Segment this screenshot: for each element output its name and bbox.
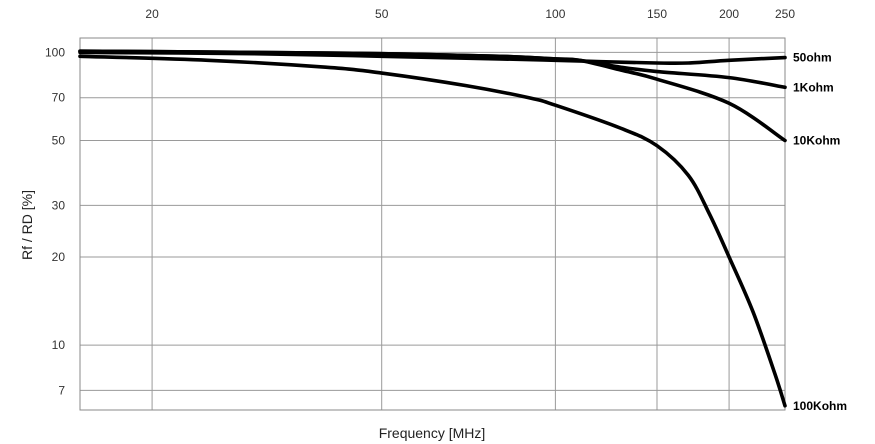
y-tick-label: 7 xyxy=(58,383,65,397)
series-label-10kohm: 10Kohm xyxy=(793,134,840,148)
series-lines xyxy=(78,49,787,408)
x-tick-label: 50 xyxy=(375,7,389,21)
y-axis-title: Rf / RD [%] xyxy=(19,190,35,260)
series-line-10kohm xyxy=(78,49,787,143)
grid xyxy=(80,38,786,410)
y-tick-labels: 7 10 20 30 50 70 100 xyxy=(45,45,65,397)
series-labels: 50ohm 1Kohm 10Kohm 100Kohm xyxy=(793,51,847,413)
series-label-100kohm: 100Kohm xyxy=(793,399,847,413)
x-tick-label: 150 xyxy=(647,7,667,21)
x-tick-labels: 20 50 100 150 200 250 xyxy=(145,7,795,21)
x-axis-title: Frequency [MHz] xyxy=(379,425,486,441)
y-tick-label: 10 xyxy=(52,338,66,352)
y-tick-label: 20 xyxy=(52,250,66,264)
series-line-100kohm xyxy=(78,54,787,408)
x-tick-label: 200 xyxy=(719,7,739,21)
y-tick-label: 70 xyxy=(52,91,66,105)
x-tick-label: 250 xyxy=(775,7,795,21)
y-tick-label: 100 xyxy=(45,45,65,59)
y-tick-label: 30 xyxy=(52,198,66,212)
series-label-1kohm: 1Kohm xyxy=(793,80,834,94)
plot-frame xyxy=(79,37,786,411)
x-tick-label: 100 xyxy=(545,7,565,21)
x-tick-label: 20 xyxy=(145,7,159,21)
y-tick-label: 50 xyxy=(52,134,66,148)
series-label-50ohm: 50ohm xyxy=(793,51,832,65)
